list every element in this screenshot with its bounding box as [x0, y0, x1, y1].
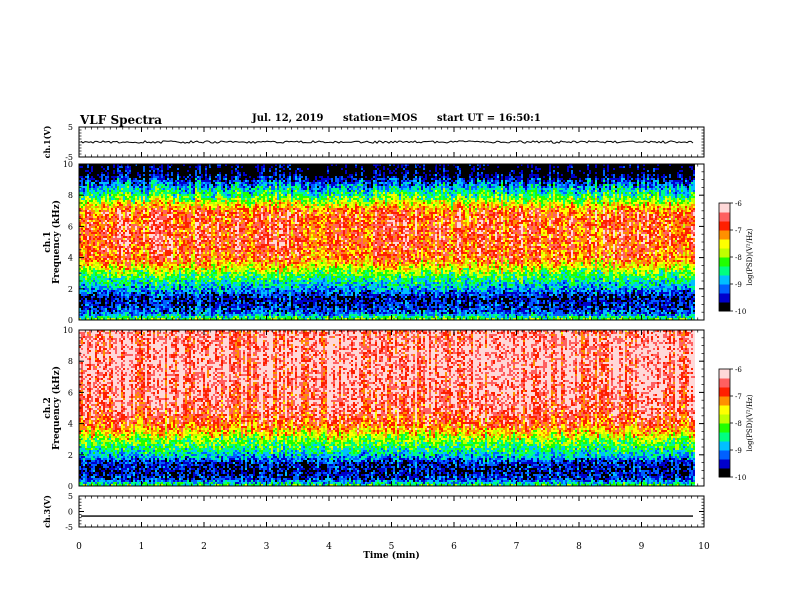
colorbar-step — [719, 369, 730, 379]
colorbar-step — [719, 221, 730, 231]
colorbar-step — [719, 212, 730, 222]
x-tick-label: 8 — [576, 542, 582, 552]
y-tick-label: 8 — [68, 191, 73, 200]
colorbar-step — [719, 275, 730, 285]
ch1-spectrogram-colorbar: -6 -7 -8 -9 -10 log(PSD)(V²/Hz) — [719, 200, 754, 316]
ch2-spectrogram-cells — [79, 330, 695, 486]
colorbar-tick-label: -8 — [735, 420, 742, 428]
y-tick-label: 0 — [68, 508, 73, 517]
y-tick-label: 4 — [68, 420, 73, 429]
ch3-waveform-ylabel: ch.3(V) — [42, 495, 52, 528]
colorbar-step — [719, 378, 730, 388]
ch1-spectrogram-ylabel-frequency: Frequency (kHz) — [51, 200, 62, 284]
colorbar-tick-label: -10 — [735, 474, 746, 482]
colorbar-step — [719, 284, 730, 294]
colorbar-step — [719, 239, 730, 249]
ch1-waveform-panel: ch.1(V) 5-5 — [42, 123, 704, 162]
x-tick-label: 7 — [514, 542, 520, 552]
y-tick-label: 0 — [68, 482, 73, 491]
x-tick-label: 10 — [698, 542, 710, 552]
colorbar-tick-label: -9 — [735, 447, 742, 455]
ch2-spectrogram-ylabel-frequency: Frequency (kHz) — [51, 366, 62, 450]
y-tick-label: 6 — [68, 388, 73, 397]
y-tick-label: 5 — [68, 492, 73, 501]
colorbar-tick-label: -9 — [735, 281, 742, 289]
colorbar-tick-label: -6 — [735, 366, 742, 374]
vlf-spectra-figure: VLF Spectra Jul. 12, 2019 station=MOS st… — [0, 0, 792, 612]
y-tick-label: 8 — [68, 357, 73, 366]
x-tick-label: 9 — [639, 542, 645, 552]
ch1-waveform-ylabel: ch.1(V) — [42, 125, 52, 158]
colorbar-step — [719, 414, 730, 424]
y-tick-label: 2 — [68, 285, 73, 294]
x-tick-label: 6 — [451, 542, 457, 552]
colorbar-label: log(PSD)(V²/Hz) — [746, 228, 754, 285]
x-tick-label: 4 — [326, 542, 332, 552]
ch2-spectrogram-colorbar: -6 -7 -8 -9 -10 log(PSD)(V²/Hz) — [719, 366, 754, 482]
colorbar-step — [719, 387, 730, 397]
y-tick-label: 10 — [63, 160, 73, 169]
colorbar-step — [719, 432, 730, 442]
x-tick-label: 3 — [264, 542, 270, 552]
ch1-waveform-trace — [81, 141, 693, 143]
colorbar-tick-label: -6 — [735, 200, 742, 208]
colorbar-tick-label: -7 — [735, 393, 742, 401]
colorbar-step — [719, 203, 730, 213]
colorbar-tick-label: -10 — [735, 308, 746, 316]
colorbar-step — [719, 405, 730, 415]
y-tick-label: 2 — [68, 451, 73, 460]
colorbar-step — [719, 423, 730, 433]
colorbar-tick-label: -7 — [735, 227, 742, 235]
colorbar-step — [719, 248, 730, 258]
y-tick-label: 0 — [68, 316, 73, 325]
plot-area: ch.1(V) 5-5-6-7-8-9-10log(PSD)(V²/Hz)ch.1… — [0, 0, 792, 612]
colorbar-label: log(PSD)(V²/Hz) — [746, 394, 754, 451]
colorbar-step — [719, 230, 730, 240]
colorbar-tick-label: -8 — [735, 254, 742, 262]
x-axis-label: Time (min) — [363, 550, 420, 561]
y-tick-label: -5 — [65, 523, 73, 532]
y-tick-label: 6 — [68, 222, 73, 231]
colorbar-step — [719, 396, 730, 406]
colorbar-step — [719, 441, 730, 451]
ch1-spectrogram-cells — [79, 164, 695, 320]
x-tick-label: 2 — [201, 542, 207, 552]
colorbar-step — [719, 302, 730, 312]
y-tick-label: 10 — [63, 326, 73, 335]
x-tick-label: 1 — [139, 542, 145, 552]
colorbar-step — [719, 293, 730, 303]
x-tick-label: 0 — [76, 542, 82, 552]
colorbar-step — [719, 468, 730, 478]
colorbar-step — [719, 450, 730, 460]
colorbar-step — [719, 266, 730, 276]
colorbar-step — [719, 459, 730, 469]
y-tick-label: 4 — [68, 254, 73, 263]
y-tick-label: 5 — [68, 123, 73, 132]
ch3-waveform-panel: ch.3(V) 5 0 -5 — [42, 492, 704, 532]
colorbar-step — [719, 257, 730, 267]
